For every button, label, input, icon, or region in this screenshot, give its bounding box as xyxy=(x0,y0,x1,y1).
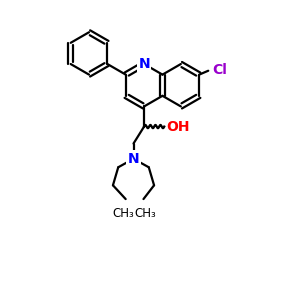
Text: CH₃: CH₃ xyxy=(112,207,134,220)
Text: N: N xyxy=(138,57,150,71)
Text: CH₃: CH₃ xyxy=(134,207,156,220)
Text: Cl: Cl xyxy=(213,64,228,77)
Text: OH: OH xyxy=(167,120,190,134)
Text: N: N xyxy=(128,152,139,166)
